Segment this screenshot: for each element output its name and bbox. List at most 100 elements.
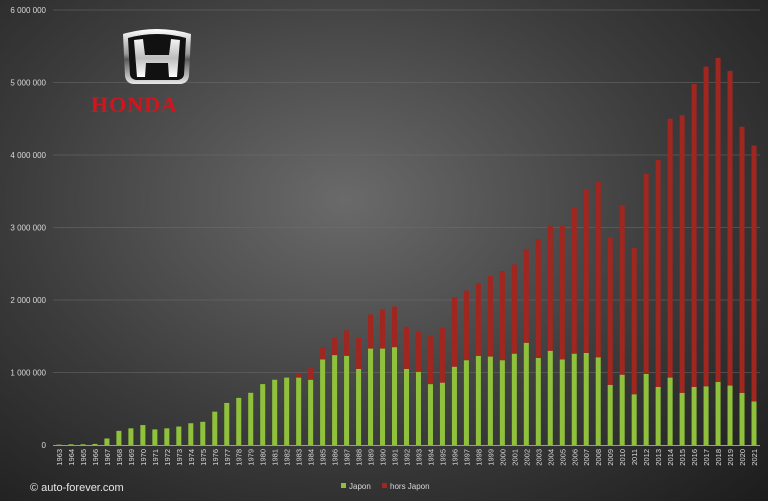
bar-hors-japon-2013	[655, 160, 661, 387]
legend-swatch-hors-japon	[382, 483, 387, 488]
bar-japon-1991	[392, 347, 398, 445]
bars	[56, 57, 757, 445]
brand-wordmark: HONDA	[91, 92, 178, 117]
x-tick-label-2015: 2015	[678, 449, 687, 466]
bar-hors-japon-1983	[296, 373, 302, 378]
bar-japon-2009	[607, 384, 613, 445]
x-tick-label-1987: 1987	[343, 449, 352, 466]
bar-hors-japon-1999	[487, 276, 493, 357]
bar-japon-1969	[128, 428, 134, 445]
bar-japon-2001	[511, 353, 517, 445]
bar-japon-1994	[427, 384, 433, 445]
x-tick-label-2009: 2009	[606, 449, 615, 466]
bar-japon-1999	[487, 356, 493, 445]
bar-japon-1995	[439, 382, 445, 445]
bar-japon-1970	[140, 425, 146, 445]
x-tick-label-2017: 2017	[702, 449, 711, 466]
y-axis-tick-labels: 0 1 000 000 2 000 000 3 000 000 4 000 000 5 0…	[10, 6, 46, 450]
x-tick-label-2003: 2003	[534, 449, 543, 466]
x-tick-label-2011: 2011	[630, 449, 639, 465]
bar-japon-2004	[547, 350, 553, 445]
bar-japon-2006	[571, 353, 577, 445]
x-tick-label-1977: 1977	[223, 449, 232, 466]
x-tick-label-1993: 1993	[414, 449, 423, 466]
bar-hors-japon-2010	[619, 205, 625, 375]
bar-japon-2015	[679, 392, 685, 445]
bar-japon-1968	[116, 430, 122, 445]
bar-japon-2014	[667, 377, 673, 445]
bar-hors-japon-1986	[332, 337, 338, 356]
bar-japon-1984	[308, 379, 314, 445]
x-tick-label-2008: 2008	[594, 449, 603, 466]
bar-hors-japon-1989	[368, 314, 374, 349]
bar-hors-japon-1985	[320, 347, 326, 360]
bar-hors-japon-2011	[631, 247, 637, 395]
x-tick-label-2016: 2016	[690, 449, 699, 466]
x-tick-label-2018: 2018	[714, 449, 723, 466]
bar-japon-1981	[272, 379, 278, 445]
x-tick-label-1969: 1969	[127, 449, 136, 466]
x-tick-label-1988: 1988	[355, 449, 364, 466]
y-tick-label: 1 000 000	[10, 369, 46, 378]
x-axis-tick-labels: 1963 1964 1965 1966 1967 1968 1969 1970 1971 1972…	[55, 449, 759, 466]
x-tick-label-1986: 1986	[331, 449, 340, 466]
bar-japon-2002	[523, 342, 529, 445]
x-tick-label-1974: 1974	[187, 449, 196, 466]
legend: Japon hors Japon	[341, 482, 430, 491]
bar-hors-japon-2001	[511, 264, 517, 354]
bar-japon-2010	[619, 374, 625, 445]
y-tick-label: 5 000 000	[10, 79, 46, 88]
bar-hors-japon-2012	[643, 173, 649, 374]
bar-japon-1983	[296, 377, 302, 445]
bar-japon-1988	[356, 368, 362, 445]
bar-hors-japon-1990	[380, 309, 386, 349]
bar-hors-japon-2015	[679, 115, 685, 393]
y-tick-label: 2 000 000	[10, 296, 46, 305]
x-tick-label-1963: 1963	[55, 449, 64, 466]
x-tick-label-1994: 1994	[426, 449, 435, 466]
x-tick-label-1970: 1970	[139, 449, 148, 466]
x-tick-label-1968: 1968	[115, 449, 124, 466]
bar-japon-1989	[368, 348, 374, 445]
bar-hors-japon-2009	[607, 237, 613, 385]
x-tick-label-1965: 1965	[79, 449, 88, 466]
bar-japon-1992	[403, 368, 410, 445]
x-tick-label-2001: 2001	[510, 449, 519, 466]
bar-japon-2020	[739, 392, 745, 445]
bar-japon-2005	[559, 359, 565, 445]
x-tick-label-1985: 1985	[319, 449, 328, 466]
bar-japon-2016	[691, 387, 697, 445]
x-tick-label-1978: 1978	[235, 449, 244, 466]
x-tick-label-1979: 1979	[247, 449, 256, 466]
bar-japon-1976	[212, 411, 218, 445]
y-tick-label: 0	[42, 441, 47, 450]
y-tick-label: 4 000 000	[10, 151, 46, 160]
bar-japon-2012	[643, 373, 649, 445]
bar-japon-2021	[751, 401, 757, 445]
x-tick-label-2012: 2012	[642, 449, 651, 466]
x-tick-label-2020: 2020	[738, 449, 747, 466]
bar-hors-japon-2004	[547, 226, 553, 351]
x-tick-label-1991: 1991	[391, 449, 400, 466]
x-tick-label-1984: 1984	[307, 449, 316, 466]
bar-hors-japon-2003	[535, 239, 541, 358]
bar-hors-japon-2014	[667, 118, 673, 378]
bar-japon-2019	[727, 385, 733, 445]
bar-japon-1967	[104, 438, 110, 445]
bar-hors-japon-2017	[703, 66, 709, 387]
bar-japon-1986	[332, 355, 338, 445]
x-tick-label-2010: 2010	[618, 449, 627, 466]
bar-japon-1966	[92, 443, 98, 445]
x-tick-label-1966: 1966	[91, 449, 100, 466]
bar-japon-1996	[451, 366, 457, 445]
bar-japon-1974	[188, 423, 194, 445]
bar-hors-japon-1988	[356, 337, 362, 369]
x-tick-label-2002: 2002	[522, 449, 531, 466]
bar-japon-1980	[260, 384, 266, 445]
bar-japon-1998	[475, 355, 481, 445]
bar-japon-1977	[224, 402, 230, 445]
x-tick-label-1992: 1992	[403, 449, 412, 466]
bar-japon-1975	[200, 421, 206, 445]
x-tick-label-2021: 2021	[750, 449, 759, 466]
x-tick-label-2000: 2000	[498, 449, 507, 466]
